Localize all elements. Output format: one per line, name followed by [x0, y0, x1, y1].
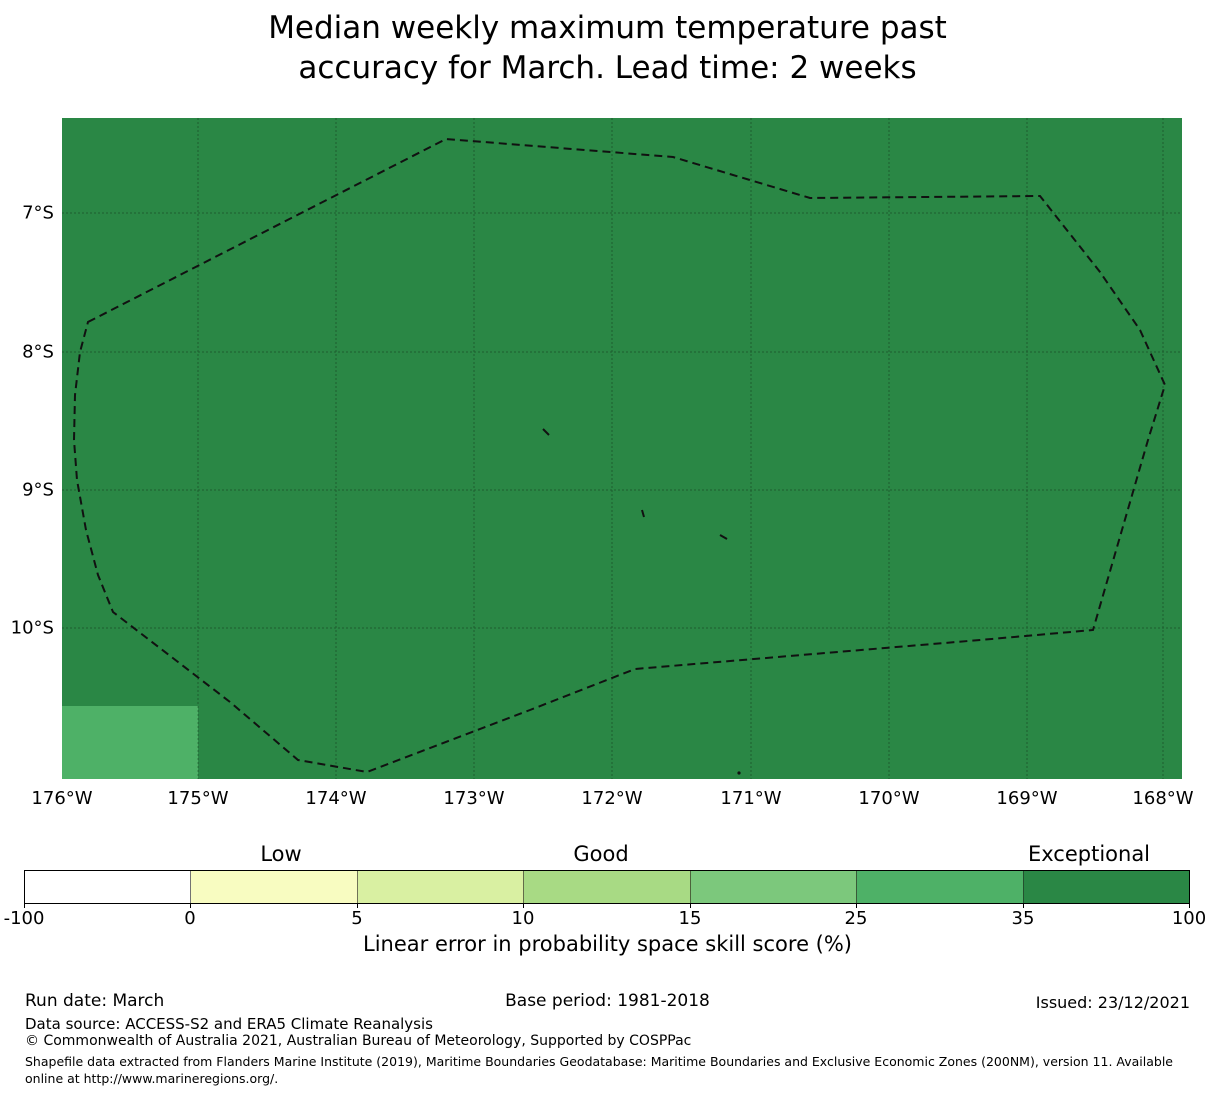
colorbar-category-good: Good — [573, 842, 629, 866]
xtick-170w: 170°W — [858, 788, 920, 809]
cbar-tick-5: 5 — [351, 908, 363, 929]
copyright-text: © Commonwealth of Australia 2021, Austra… — [25, 1033, 692, 1049]
page-title: Median weekly maximum temperature past a… — [0, 8, 1215, 88]
xtick-172w: 172°W — [581, 788, 643, 809]
ytick-7s: 7°S — [22, 202, 54, 224]
colorbar-category-exceptional: Exceptional — [1027, 842, 1151, 866]
xtick-171w: 171°W — [720, 788, 782, 809]
cbar-tick-10: 10 — [511, 908, 535, 929]
cbar-tick-100: 100 — [1171, 908, 1207, 929]
colorbar-segment-5 — [690, 871, 858, 903]
xtick-168w: 168°W — [1132, 788, 1194, 809]
colorbar-tickmark — [24, 904, 25, 908]
base-period-text: Base period: 1981-2018 — [505, 991, 710, 1011]
colorbar-tickmark — [1189, 904, 1190, 908]
ytick-9s: 9°S — [22, 479, 54, 501]
xtick-175w: 175°W — [167, 788, 229, 809]
run-date-text: Run date: March — [25, 991, 165, 1011]
title-line-1: Median weekly maximum temperature past — [268, 10, 947, 46]
colorbar-tickmark — [690, 904, 691, 908]
ytick-8s: 8°S — [22, 341, 54, 363]
island-icon — [641, 509, 645, 518]
title-line-2: accuracy for March. Lead time: 2 weeks — [298, 50, 917, 86]
colorbar-segment-3 — [357, 871, 525, 903]
island-icon — [737, 771, 741, 775]
ytick-10s: 10°S — [10, 617, 54, 639]
data-source-text: Data source: ACCESS-S2 and ERA5 Climate … — [25, 1015, 433, 1033]
island-marks — [542, 428, 741, 775]
xtick-173w: 173°W — [443, 788, 505, 809]
island-icon — [719, 534, 728, 540]
colorbar-segment-4 — [524, 871, 691, 903]
cbar-tick-35: 35 — [1011, 908, 1035, 929]
colorbar — [24, 870, 1190, 904]
colorbar-axis-label: Linear error in probability space skill … — [363, 932, 852, 956]
cbar-tick-15: 15 — [678, 908, 702, 929]
colorbar-tickmark — [357, 904, 358, 908]
colorbar-tickmark — [190, 904, 191, 908]
colorbar-segment-1 — [25, 871, 192, 903]
cbar-tick-25: 25 — [844, 908, 868, 929]
grid-lines — [62, 118, 1182, 779]
cbar-tick-0: 0 — [184, 908, 196, 929]
issued-date-text: Issued: 23/12/2021 — [1035, 993, 1190, 1012]
eez-boundary-dashed — [72, 137, 1167, 774]
colorbar-segment-7 — [1023, 871, 1189, 903]
colorbar-tickmark — [1023, 904, 1024, 908]
shapefile-note-text: Shapefile data extracted from Flanders M… — [25, 1054, 1173, 1086]
map-cell-lower-skill — [62, 706, 198, 779]
colorbar-category-low: Low — [260, 842, 302, 866]
colorbar-tickmark — [523, 904, 524, 908]
map-fill-exceptional — [62, 118, 1182, 779]
colorbar-segment-6 — [857, 871, 1024, 903]
xtick-176w: 176°W — [31, 788, 93, 809]
colorbar-tickmark — [856, 904, 857, 908]
island-icon — [542, 428, 550, 436]
xtick-169w: 169°W — [996, 788, 1058, 809]
xtick-174w: 174°W — [305, 788, 367, 809]
colorbar-segment-2 — [191, 871, 358, 903]
cbar-tick-neg100: -100 — [3, 908, 45, 929]
map-plot-area — [62, 118, 1182, 779]
skill-map — [62, 118, 1182, 779]
